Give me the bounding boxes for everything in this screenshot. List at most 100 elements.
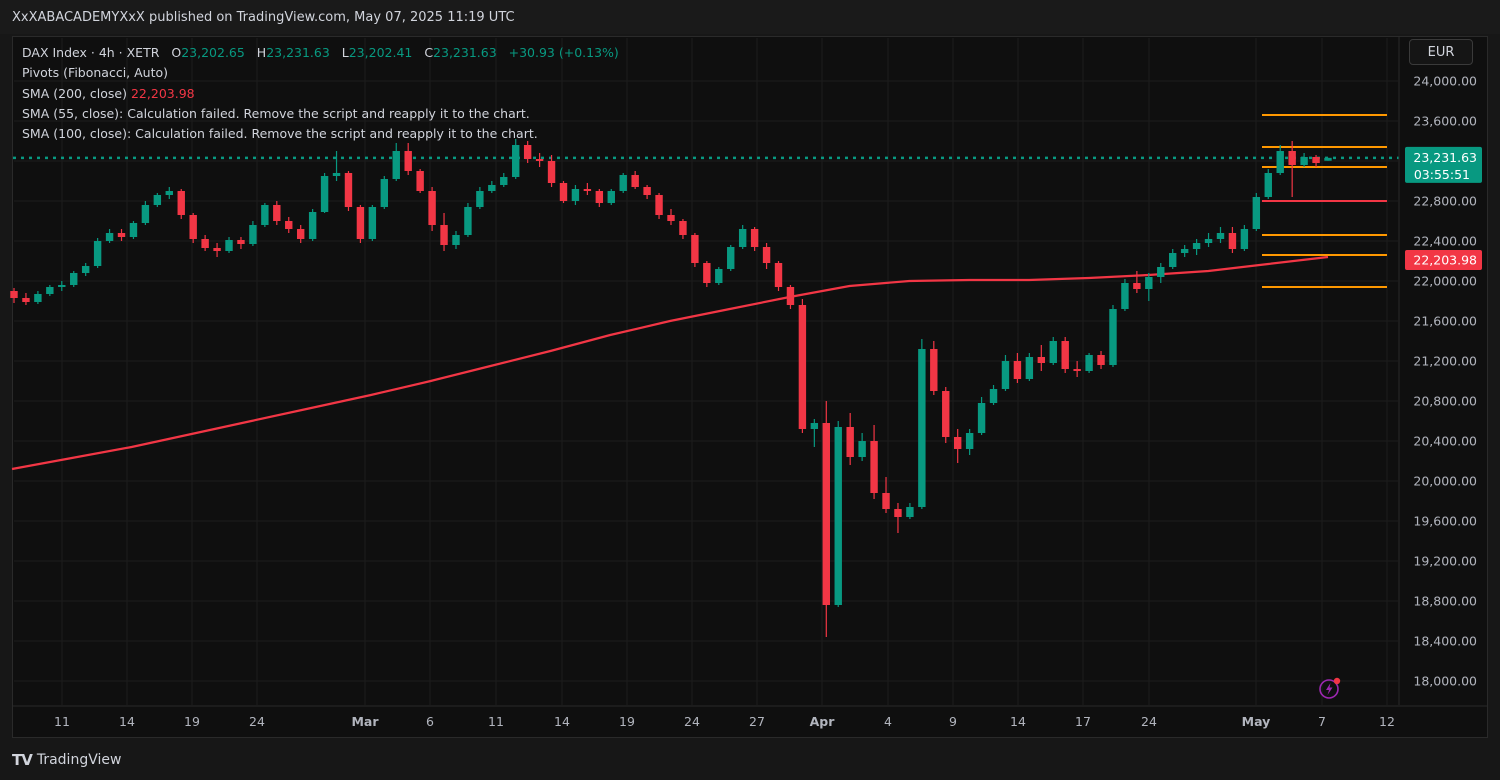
- change-value: +30.93 (+0.13%): [508, 45, 619, 60]
- pivot-levels: [1262, 114, 1387, 288]
- candle-body: [918, 349, 926, 507]
- candles: [10, 139, 1332, 637]
- x-tick-label: 27: [749, 714, 765, 729]
- candle-body: [571, 189, 580, 201]
- chart-pane[interactable]: [12, 36, 1488, 738]
- last-price-tag: [1405, 146, 1482, 183]
- candle-body: [1121, 283, 1129, 309]
- candle-body: [798, 305, 807, 429]
- y-tick-label: 18,800.00: [1413, 594, 1477, 609]
- candle-body: [70, 273, 78, 285]
- candle-body: [368, 207, 377, 239]
- sma200-indicator[interactable]: SMA (200, close) 22,203.98: [22, 84, 619, 104]
- footer: [0, 740, 1500, 780]
- candle-body: [512, 145, 520, 177]
- sma100-indicator[interactable]: SMA (100, close): Calculation failed. Re…: [22, 126, 538, 142]
- candle-body: [989, 389, 998, 403]
- candle-body: [237, 240, 245, 244]
- x-tick-label: 14: [1010, 714, 1026, 729]
- candle-body: [1300, 157, 1308, 165]
- candle-body: [320, 176, 329, 212]
- candle-body: [774, 263, 783, 287]
- close-value: 23,231.63: [433, 45, 497, 60]
- sma-200-line: [11, 255, 1329, 471]
- pivots-indicator[interactable]: Pivots (Fibonacci, Auto): [22, 65, 169, 81]
- candle-body: [58, 285, 66, 287]
- candle-body: [273, 205, 281, 221]
- candle-body: [392, 151, 400, 179]
- x-tick-label: 24: [249, 714, 265, 729]
- sma55-indicator[interactable]: SMA (55, close): Calculation failed. Rem…: [22, 105, 530, 121]
- candle-body: [165, 191, 173, 195]
- candle-body: [105, 233, 114, 241]
- candle-body: [977, 403, 986, 433]
- candle-body: [213, 248, 221, 251]
- candle-body: [1264, 173, 1272, 197]
- candle-body: [22, 298, 30, 302]
- candle-body: [691, 235, 699, 263]
- tradingview-logo[interactable]: TV TradingView: [12, 751, 121, 769]
- x-tick-label: Mar: [351, 714, 379, 729]
- candle-body: [296, 229, 305, 239]
- candle-body: [786, 287, 795, 305]
- last-price-label: 23,231.63: [1413, 150, 1477, 165]
- time-axis: 11 14 19 24 Mar 6 11 14 19 24 27 Apr 4 9 14 17 24 May 7 12: [54, 714, 1395, 729]
- candle-body: [1216, 233, 1225, 239]
- low-label: L: [341, 45, 349, 60]
- y-tick-label: 24,000.00: [1413, 74, 1477, 89]
- lightning-icon[interactable]: [1318, 676, 1342, 700]
- candle-body: [1133, 283, 1141, 289]
- candle-body: [858, 441, 866, 457]
- candle-body: [1109, 309, 1117, 365]
- x-tick-label: 17: [1075, 714, 1091, 729]
- close-label: C: [424, 45, 434, 60]
- candle-body: [1204, 239, 1213, 243]
- x-tick-label: 12: [1379, 714, 1395, 729]
- publish-header: XxXABACADEMYXxX published on TradingView…: [0, 0, 1500, 34]
- candle-body: [523, 145, 532, 159]
- candle-body: [404, 151, 412, 171]
- candle-body: [810, 423, 819, 429]
- candle-body: [1013, 361, 1022, 379]
- y-tick-label: 19,600.00: [1413, 514, 1477, 529]
- candle-body: [750, 229, 759, 247]
- candle-body: [583, 189, 592, 191]
- candle-body: [141, 205, 150, 223]
- y-tick-label: 18,400.00: [1413, 634, 1477, 649]
- candle-body: [1085, 355, 1093, 371]
- candle-body: [201, 239, 209, 248]
- candle-body: [1180, 249, 1189, 253]
- low-value: 23,202.41: [348, 45, 413, 60]
- high-value: 23,231.63: [266, 45, 330, 60]
- candle-body: [727, 247, 735, 269]
- candle-body: [1145, 277, 1153, 289]
- candle-body: [117, 233, 126, 237]
- x-tick-label: 19: [184, 714, 200, 729]
- x-tick-label: 11: [54, 714, 70, 729]
- sma-price-label: 22,203.98: [1413, 253, 1477, 268]
- candle-body: [332, 173, 341, 176]
- currency-button[interactable]: EUR: [1409, 39, 1473, 65]
- candle-body: [965, 433, 974, 449]
- symbol-name[interactable]: DAX Index · 4h · XETR: [22, 45, 160, 60]
- candle-body: [655, 195, 663, 215]
- candle-body: [619, 175, 627, 191]
- y-tick-label: 20,400.00: [1413, 434, 1477, 449]
- x-tick-label: 11: [488, 714, 504, 729]
- y-tick-label: 21,200.00: [1413, 354, 1477, 369]
- candle-body: [452, 235, 460, 245]
- y-tick-label: 22,400.00: [1413, 234, 1477, 249]
- candle-body: [500, 177, 508, 185]
- candle-body: [1312, 157, 1320, 163]
- candle-body: [129, 223, 138, 237]
- candle-body: [10, 291, 18, 298]
- candle-body: [643, 187, 651, 195]
- candle-body: [308, 212, 317, 239]
- candle-body: [1192, 243, 1201, 249]
- candle-body: [93, 241, 102, 266]
- candle-body: [1228, 233, 1237, 249]
- x-tick-label: 4: [884, 714, 892, 729]
- candle-body: [488, 185, 496, 191]
- candle-body: [906, 507, 914, 517]
